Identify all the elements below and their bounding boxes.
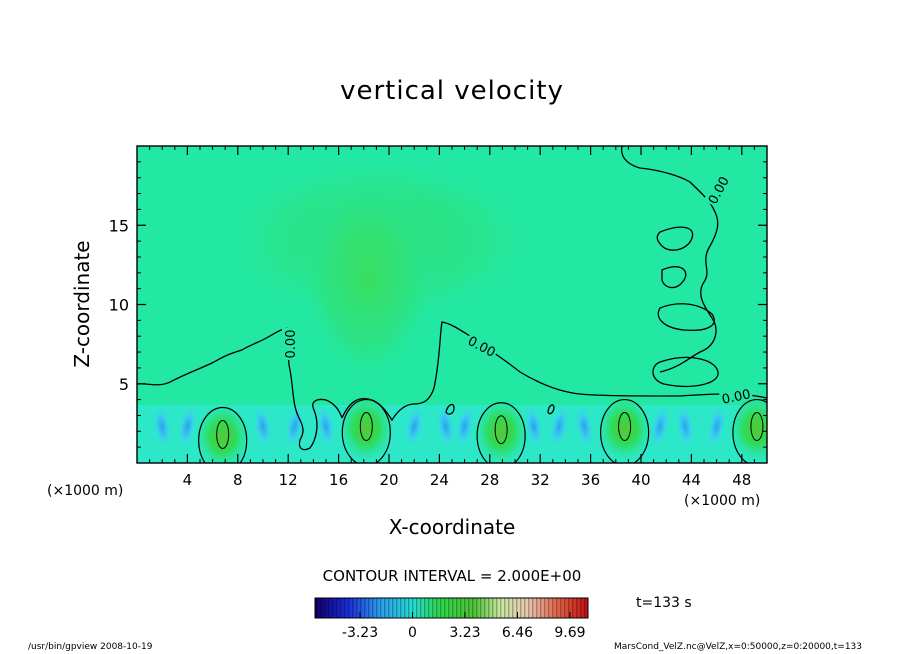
y-tick-label: 5 bbox=[119, 375, 129, 394]
colorbar-tick-label: 0 bbox=[408, 625, 417, 641]
zero-contour-loop-3 bbox=[657, 303, 715, 332]
x-tick-label: 48 bbox=[732, 471, 751, 489]
x-tick-label: 20 bbox=[379, 471, 398, 489]
zero-contour-loop-2 bbox=[661, 266, 687, 289]
zero-contour-mid bbox=[341, 321, 767, 422]
downdraft-streak bbox=[649, 404, 670, 449]
x-tick-label: 28 bbox=[480, 471, 499, 489]
updraft-core bbox=[473, 397, 530, 463]
downdraft-streak bbox=[675, 404, 695, 449]
downdraft-streak bbox=[549, 404, 570, 449]
y-tick-label: 15 bbox=[109, 216, 129, 235]
x-tick-label: 24 bbox=[430, 471, 449, 489]
x-axis: 4 8 12 16 20 24 28 32 36 40 44 48 bbox=[149, 146, 755, 489]
footer-right: MarsCond_VelZ.nc@VelZ,x=0:50000,z=0:2000… bbox=[614, 642, 862, 652]
x-unit-label-left: (×1000 m) bbox=[47, 483, 124, 499]
velocity-field bbox=[137, 146, 767, 463]
x-tick-label: 44 bbox=[682, 471, 701, 489]
x-axis-label: X-coordinate bbox=[388, 515, 516, 539]
x-tick-label: 16 bbox=[329, 471, 348, 489]
x-tick-label: 4 bbox=[183, 471, 193, 489]
updraft-contour-zero bbox=[476, 402, 526, 463]
contour-label: 0.00 bbox=[721, 387, 752, 408]
updraft-contour-inner bbox=[216, 419, 230, 449]
downdraft-streak bbox=[152, 404, 172, 449]
zero-contour-loop-4 bbox=[652, 356, 719, 387]
colorbar-tick-label: 9.69 bbox=[554, 625, 585, 641]
time-label: t=133 s bbox=[636, 595, 692, 611]
zero-contour-right bbox=[620, 146, 719, 373]
zero-contour-small-1 bbox=[445, 403, 455, 415]
updraft-contour-inner bbox=[494, 415, 508, 445]
x-tick-label: 32 bbox=[531, 471, 550, 489]
downdraft-streak bbox=[404, 404, 425, 449]
colorbar-tick-label: 3.23 bbox=[449, 625, 480, 641]
x-tick-label: 12 bbox=[279, 471, 298, 489]
y-axis: 5 10 15 bbox=[109, 161, 767, 448]
contour-label: 0.00 bbox=[284, 330, 299, 359]
contour-label-bg bbox=[703, 172, 731, 207]
contour-label-bg bbox=[465, 331, 500, 359]
colorbar-tick-label: -3.23 bbox=[342, 625, 378, 641]
downdraft-streak bbox=[177, 404, 198, 449]
downdraft-streak bbox=[284, 404, 305, 449]
colorbar-tick-label: 6.46 bbox=[502, 625, 533, 641]
x-unit-label-right: (×1000 m) bbox=[684, 493, 761, 509]
downdraft-streak bbox=[706, 404, 727, 449]
zero-contour-loop-1 bbox=[656, 226, 694, 251]
colorbar: -3.23 0 3.23 6.46 9.69 bbox=[314, 597, 589, 641]
x-tick-label: 8 bbox=[233, 471, 243, 489]
downdraft-streak bbox=[524, 404, 544, 449]
contour-lines bbox=[137, 146, 767, 463]
downdraft-streak bbox=[316, 404, 336, 449]
updraft-contour-inner bbox=[618, 412, 632, 442]
contour-label-bg bbox=[282, 328, 296, 360]
zero-contour-main bbox=[137, 327, 343, 451]
x-tick-label: 36 bbox=[581, 471, 600, 489]
contour-interval: CONTOUR INTERVAL = 2.000E+00 bbox=[322, 567, 582, 585]
updraft-contour-inner bbox=[750, 412, 764, 442]
y-tick-label: 10 bbox=[109, 296, 129, 315]
updraft-contour-zero bbox=[600, 398, 650, 463]
y-axis-label: Z-coordinate bbox=[70, 240, 94, 368]
downdraft-streak bbox=[454, 404, 475, 449]
updraft-contour-inner bbox=[359, 412, 373, 442]
updraft-contour-zero bbox=[341, 398, 391, 463]
updraft-core bbox=[338, 394, 395, 463]
downdraft-streak bbox=[436, 404, 456, 449]
updraft-contour-zero bbox=[198, 406, 248, 463]
x-tick-label: 40 bbox=[631, 471, 650, 489]
downdraft-streak bbox=[574, 404, 594, 449]
updraft-core bbox=[194, 402, 251, 463]
footer-left: /usr/bin/gpview 2008-10-19 bbox=[28, 642, 153, 652]
updraft-contour-zero bbox=[732, 398, 767, 463]
updraft-core bbox=[596, 394, 653, 463]
downdraft-streak bbox=[253, 404, 273, 449]
contour-label-bg bbox=[718, 384, 753, 406]
zero-contour-small-2 bbox=[547, 404, 555, 415]
chart-title: vertical velocity bbox=[340, 76, 564, 106]
